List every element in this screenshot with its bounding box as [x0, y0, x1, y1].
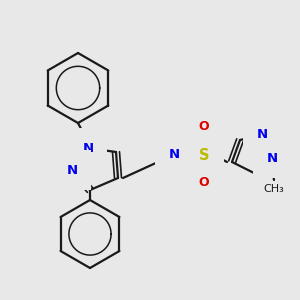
Text: S: S	[199, 148, 209, 163]
Text: N: N	[82, 142, 94, 154]
Text: O: O	[199, 176, 209, 188]
Text: N: N	[266, 152, 278, 164]
Text: N: N	[168, 148, 180, 161]
Text: N: N	[66, 164, 78, 176]
Text: H: H	[168, 134, 178, 148]
Text: CH₃: CH₃	[264, 184, 284, 194]
Text: O: O	[199, 119, 209, 133]
Text: N: N	[256, 128, 268, 142]
